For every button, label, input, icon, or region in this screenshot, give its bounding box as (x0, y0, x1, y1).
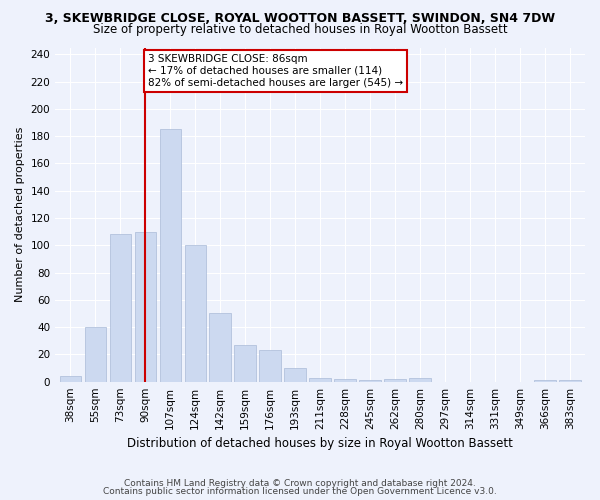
Bar (385, 379, 406, 382)
Text: Contains public sector information licensed under the Open Government Licence v3: Contains public sector information licen… (103, 487, 497, 496)
Text: Size of property relative to detached houses in Royal Wootton Bassett: Size of property relative to detached ho… (92, 22, 508, 36)
Bar (134, 232, 156, 382)
Bar (209, 314, 231, 382)
Bar (359, 380, 380, 382)
X-axis label: Distribution of detached houses by size in Royal Wootton Bassett: Distribution of detached houses by size … (127, 437, 513, 450)
Bar (535, 380, 556, 382)
Bar (235, 345, 256, 382)
Bar (310, 378, 331, 382)
Bar (59, 376, 81, 382)
Bar (409, 378, 431, 382)
Bar (334, 379, 356, 382)
Bar (259, 350, 281, 382)
Bar (559, 380, 581, 382)
Bar (85, 327, 106, 382)
Bar (110, 234, 131, 382)
Bar (160, 130, 181, 382)
Bar (284, 368, 306, 382)
Bar (185, 246, 206, 382)
Text: 3 SKEWBRIDGE CLOSE: 86sqm
← 17% of detached houses are smaller (114)
82% of semi: 3 SKEWBRIDGE CLOSE: 86sqm ← 17% of detac… (148, 54, 403, 88)
Y-axis label: Number of detached properties: Number of detached properties (15, 127, 25, 302)
Text: 3, SKEWBRIDGE CLOSE, ROYAL WOOTTON BASSETT, SWINDON, SN4 7DW: 3, SKEWBRIDGE CLOSE, ROYAL WOOTTON BASSE… (45, 12, 555, 26)
Text: Contains HM Land Registry data © Crown copyright and database right 2024.: Contains HM Land Registry data © Crown c… (124, 478, 476, 488)
